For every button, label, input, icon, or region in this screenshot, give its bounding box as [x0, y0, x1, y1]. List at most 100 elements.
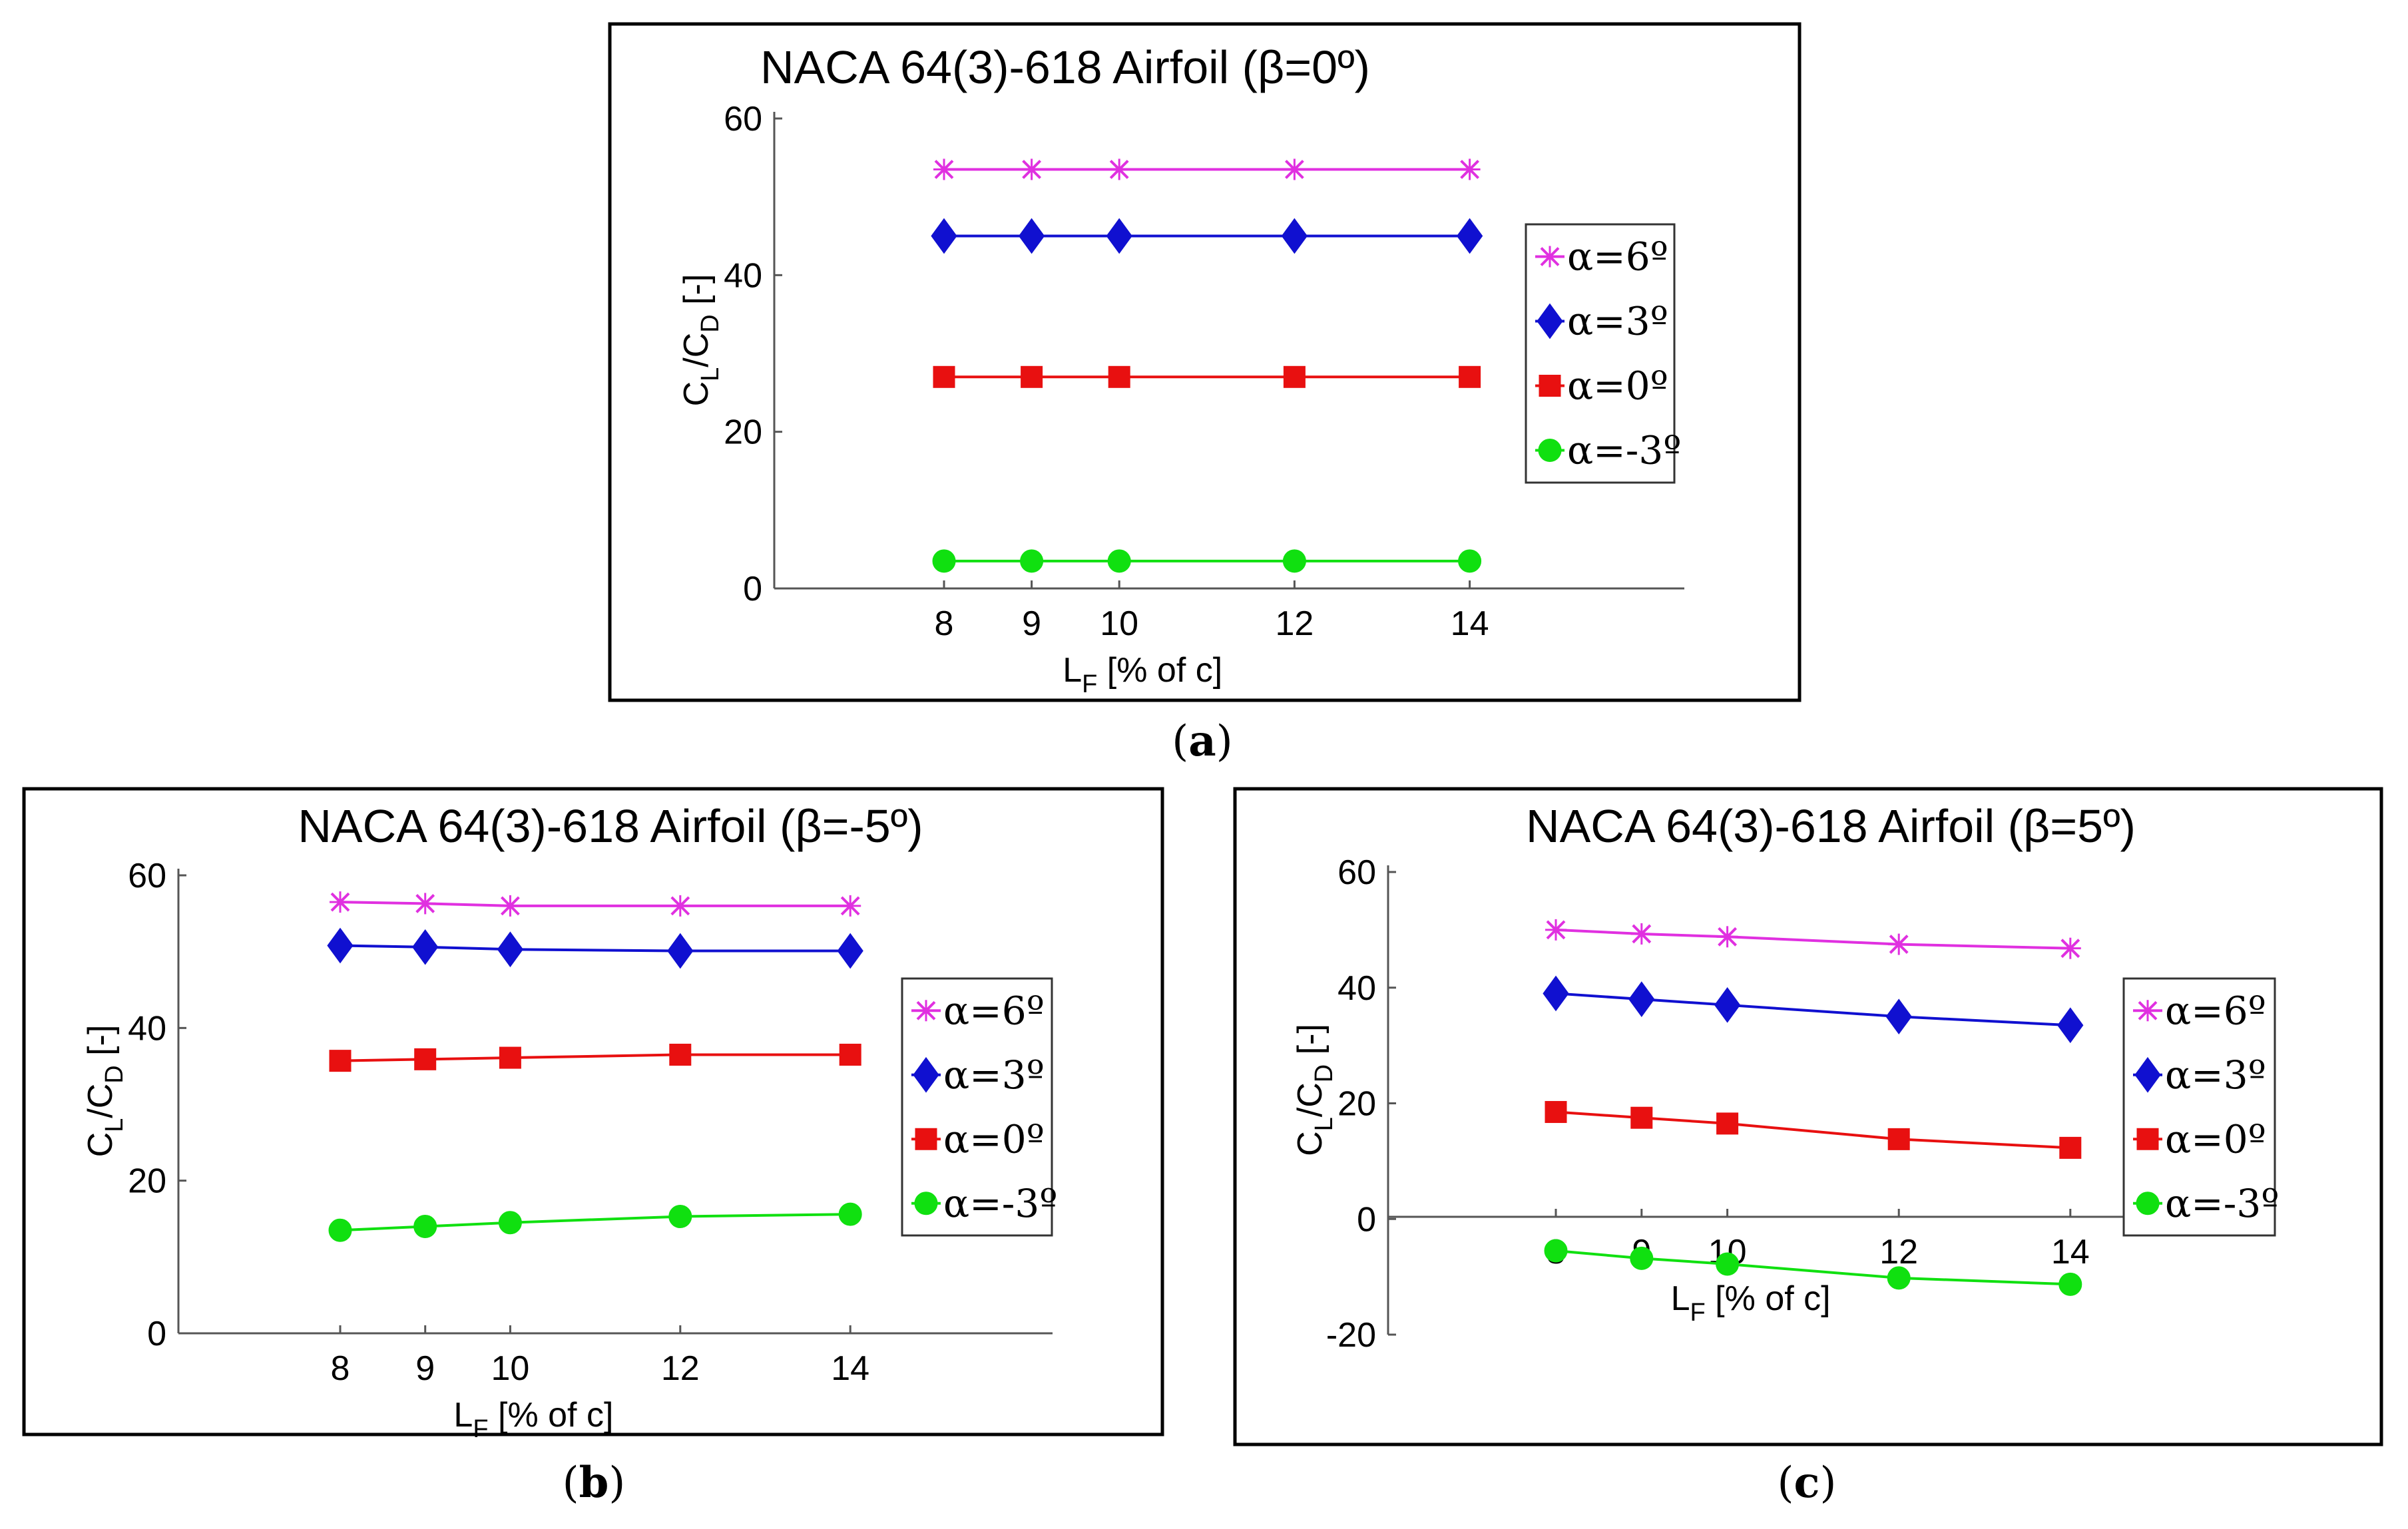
- chart-panel-a: NACA 64(3)-618 Airfoil (β=0º) 0 20 40 60 8 9 10…: [608, 22, 1802, 766]
- legend-swatch-marker: [913, 1056, 939, 1093]
- x-axis-label-rest: [% of c]: [1097, 651, 1222, 690]
- legend-label: α=0º: [943, 1116, 1045, 1162]
- data-point-s1-p2: [1714, 986, 1741, 1023]
- chart-title: NACA 64(3)-618 Airfoil (β=5º): [1526, 800, 2136, 852]
- data-point-s1-p4: [1456, 218, 1483, 254]
- data-point-s3-p2: [498, 1211, 522, 1235]
- panel-caption: (a): [1172, 716, 1232, 766]
- legend-label: α=3º: [943, 1052, 1045, 1098]
- caption-open: (: [563, 1458, 579, 1508]
- data-point-s2-p0: [1545, 1101, 1567, 1124]
- legend-swatch-marker: [915, 1128, 937, 1150]
- legend-label: α=6º: [1567, 234, 1668, 280]
- x-tick-label: 14: [831, 1349, 869, 1388]
- data-point-s3-p1: [1630, 1246, 1654, 1270]
- y-tick-label: 40: [128, 1009, 166, 1048]
- y-tick-label: -20: [1326, 1316, 1376, 1355]
- data-point-s3-p0: [1544, 1239, 1568, 1263]
- legend-swatch-marker: [914, 1192, 938, 1215]
- x-axis-label: LF [% of c]: [453, 1396, 613, 1443]
- data-point-s2-p4: [2059, 1136, 2082, 1159]
- x-axis-label-sub: F: [473, 1415, 488, 1443]
- y-axis-label: CL/CD [-]: [81, 1025, 128, 1158]
- y-axis-label-s1: L: [1310, 1117, 1338, 1131]
- legend-label: α=-3º: [1567, 428, 1682, 473]
- x-tick-label: 10: [491, 1349, 529, 1388]
- chart-legend: α=6º α=3º α=0º α=-3º: [1525, 223, 1682, 484]
- chart-legend: α=6º α=3º α=0º α=-3º: [2122, 977, 2280, 1237]
- y-tick-label: 0: [1357, 1200, 1376, 1239]
- x-tick-label: 12: [661, 1349, 700, 1388]
- y-tick-label: 0: [147, 1315, 166, 1353]
- data-point-s1-p1: [1628, 981, 1655, 1017]
- y-axis-label-c1: C: [81, 1132, 120, 1158]
- data-point-s3-p1: [413, 1214, 437, 1238]
- x-tick-label: 14: [2051, 1233, 2090, 1271]
- x-axis-label-main: L: [1671, 1279, 1690, 1318]
- legend-swatch-marker: [2134, 1056, 2161, 1093]
- legend-label: α=6º: [2165, 988, 2266, 1033]
- x-tick-label: 8: [331, 1349, 350, 1388]
- data-point-s3-p3: [1282, 549, 1306, 573]
- data-point-s1-p1: [1018, 218, 1045, 254]
- y-tick-label: 20: [128, 1162, 166, 1201]
- panel-frame: [608, 22, 1802, 702]
- y-axis-label-mid: /C: [1291, 1082, 1329, 1117]
- data-point-s3-p1: [1020, 549, 1044, 573]
- legend-label: α=0º: [2165, 1116, 2266, 1162]
- y-axis-label: CL/CD [-]: [677, 274, 724, 407]
- y-axis-label-s1: L: [696, 367, 724, 381]
- legend-label: α=3º: [2165, 1052, 2266, 1098]
- chart-title: NACA 64(3)-618 Airfoil (β=-5º): [298, 800, 923, 852]
- caption-close: ): [1819, 1458, 1836, 1508]
- data-point-s1-p3: [1885, 998, 1912, 1035]
- x-tick-label: 12: [1879, 1233, 1918, 1271]
- chart-panel-c: NACA 64(3)-618 Airfoil (β=5º)-2002040608…: [1233, 787, 2383, 1508]
- panel-frame: [22, 787, 1164, 1436]
- data-point-s2-p2: [499, 1046, 521, 1069]
- chart-panel-b: NACA 64(3)-618 Airfoil (β=-5º) 0 20 40 60 8 9 1…: [22, 787, 1164, 1508]
- data-point-s1-p4: [837, 933, 863, 969]
- x-tick-label: 9: [415, 1349, 435, 1388]
- x-axis-label-rest: [% of c]: [1706, 1279, 1831, 1318]
- panel-caption: (c): [1778, 1458, 1837, 1508]
- data-point-s3-p0: [932, 549, 956, 573]
- data-point-s1-p0: [1543, 975, 1569, 1012]
- y-tick-label: 20: [724, 413, 762, 452]
- data-point-s2-p4: [1459, 365, 1481, 388]
- data-point-s1-p4: [2057, 1007, 2084, 1044]
- x-tick-label: 12: [1275, 604, 1314, 643]
- x-tick-label: 8: [935, 604, 954, 643]
- panel-frame: [1233, 787, 2383, 1446]
- data-point-s3-p3: [668, 1205, 692, 1229]
- y-axis-label-s2: D: [101, 1065, 128, 1083]
- x-axis-label: LF [% of c]: [1063, 651, 1222, 698]
- legend-swatch-marker: [1537, 303, 1563, 339]
- y-axis-label-mid: /C: [677, 333, 716, 367]
- chart-title: NACA 64(3)-618 Airfoil (β=0º): [760, 41, 1370, 93]
- data-point-s1-p0: [931, 218, 957, 254]
- y-axis-label-rest: [-]: [1291, 1024, 1329, 1064]
- data-point-s1-p2: [1106, 218, 1132, 254]
- data-point-s1-p2: [497, 931, 524, 968]
- y-axis-label: CL/CD [-]: [1291, 1024, 1338, 1156]
- data-point-s2-p2: [1108, 365, 1130, 388]
- data-point-s3-p0: [328, 1218, 352, 1242]
- caption-open: (: [1172, 717, 1188, 766]
- y-tick-label: 20: [1337, 1085, 1376, 1124]
- panel-caption: (b): [563, 1458, 626, 1508]
- x-axis-label-main: L: [1063, 651, 1082, 690]
- legend-swatch-marker: [2136, 1128, 2159, 1150]
- data-point-s3-p2: [1716, 1252, 1740, 1276]
- legend-swatch-marker: [1538, 439, 1562, 462]
- y-axis-label-s1: L: [101, 1118, 128, 1132]
- legend-label: α=6º: [943, 988, 1045, 1033]
- data-point-s3-p3: [1887, 1266, 1911, 1290]
- y-tick-label: 60: [128, 857, 166, 895]
- y-tick-label: 40: [724, 256, 762, 295]
- y-axis-label-s2: D: [1310, 1064, 1338, 1082]
- data-point-s2-p1: [1021, 365, 1043, 388]
- data-point-s1-p1: [412, 929, 439, 965]
- x-axis-label: LF [% of c]: [1671, 1279, 1831, 1327]
